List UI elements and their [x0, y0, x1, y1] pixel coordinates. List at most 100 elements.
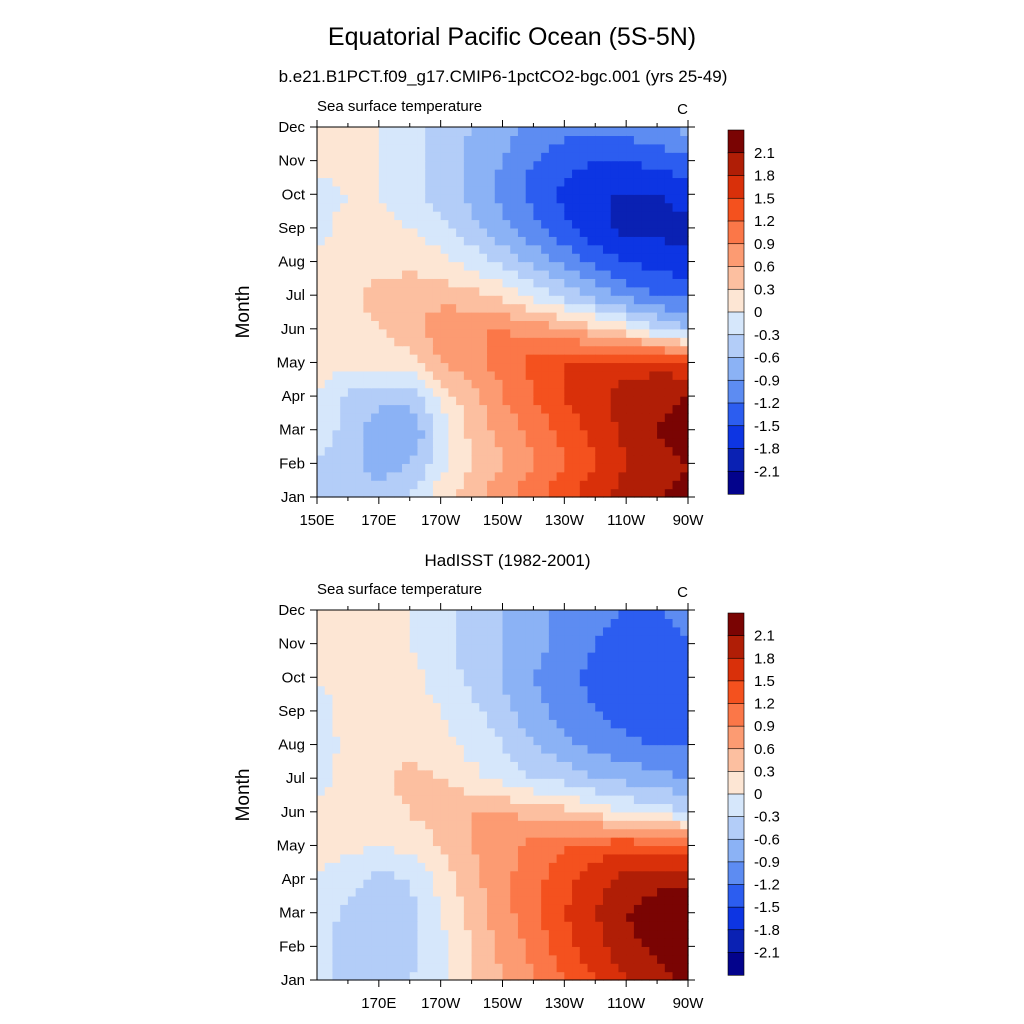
heatmap-cell	[402, 421, 411, 431]
heatmap-cell	[626, 954, 635, 964]
heatmap-cell	[502, 963, 511, 973]
heatmap-cell	[564, 710, 573, 720]
heatmap-cell	[517, 143, 527, 153]
heatmap-cell	[626, 761, 635, 771]
heatmap-cell	[579, 719, 589, 729]
heatmap-cell	[525, 710, 535, 720]
heatmap-cell	[664, 795, 674, 805]
heatmap-cell	[332, 211, 341, 221]
heatmap-cell	[610, 660, 620, 670]
heatmap-cell	[533, 286, 542, 296]
heatmap-cell	[510, 278, 519, 288]
heatmap-cell	[332, 853, 341, 863]
heatmap-cell	[579, 761, 589, 771]
heatmap-cell	[564, 921, 573, 931]
heatmap-cell	[402, 870, 411, 880]
heatmap-cell	[633, 895, 643, 905]
heatmap-cell	[378, 643, 388, 653]
heatmap-cell	[479, 337, 488, 347]
heatmap-cell	[602, 895, 612, 905]
heatmap-cell	[502, 635, 511, 645]
heatmap-cell	[448, 303, 457, 313]
heatmap-cell	[548, 202, 558, 212]
heatmap-cell	[633, 921, 643, 931]
heatmap-cell	[378, 169, 388, 179]
heatmap-cell	[347, 278, 357, 288]
heatmap-cell	[502, 219, 511, 229]
heatmap-cell	[463, 937, 473, 947]
heatmap-cell	[579, 328, 589, 338]
heatmap-cell	[649, 471, 658, 481]
heatmap-cell	[579, 694, 589, 704]
heatmap-cell	[564, 685, 573, 695]
heatmap-cell	[548, 811, 558, 821]
heatmap-cell	[649, 904, 658, 914]
heatmap-cell	[548, 828, 558, 838]
heatmap-cell	[517, 379, 527, 389]
heatmap-cell	[564, 261, 573, 271]
heatmap-cell	[626, 635, 635, 645]
heatmap-cell	[517, 795, 527, 805]
heatmap-cell	[386, 820, 395, 830]
heatmap-cell	[317, 328, 326, 338]
heatmap-cell	[324, 337, 334, 347]
heatmap-cell	[332, 795, 341, 805]
heatmap-cell	[502, 752, 511, 762]
heatmap-cell	[363, 879, 372, 889]
heatmap-cell	[425, 803, 434, 813]
heatmap-cell	[440, 269, 449, 279]
heatmap-cell	[657, 236, 666, 246]
heatmap-cell	[363, 668, 372, 678]
heatmap-cell	[618, 379, 627, 389]
heatmap-cell	[680, 946, 689, 956]
heatmap-cell	[409, 643, 419, 653]
heatmap-cell	[402, 837, 411, 847]
heatmap-cell	[587, 736, 596, 746]
heatmap-cell	[394, 963, 403, 973]
heatmap-cell	[564, 160, 573, 170]
heatmap-cell	[340, 211, 349, 221]
heatmap-cell	[626, 261, 635, 271]
heatmap-cell	[587, 387, 596, 397]
heatmap-cell	[332, 778, 341, 788]
heatmap-cell	[440, 626, 449, 636]
heatmap-cell	[610, 454, 620, 464]
heatmap-cell	[317, 278, 326, 288]
heatmap-cell	[417, 963, 426, 973]
heatmap-cell	[402, 963, 411, 973]
heatmap-cell	[378, 727, 388, 737]
heatmap-cell	[680, 736, 689, 746]
heatmap-cell	[432, 929, 442, 939]
heatmap-cell	[664, 421, 674, 431]
heatmap-cell	[641, 752, 650, 762]
heatmap-cell	[432, 811, 442, 821]
heatmap-cell	[417, 904, 426, 914]
heatmap-cell	[487, 236, 496, 246]
heatmap-cell	[502, 761, 511, 771]
heatmap-cell	[494, 685, 504, 695]
heatmap-cell	[672, 286, 681, 296]
heatmap-cell	[657, 320, 666, 330]
heatmap-cell	[378, 803, 388, 813]
heatmap-cell	[394, 795, 403, 805]
heatmap-cell	[610, 946, 620, 956]
heatmap-cell	[324, 643, 334, 653]
heatmap-cell	[587, 845, 596, 855]
heatmap-cell	[471, 702, 480, 712]
heatmap-cell	[602, 618, 612, 628]
heatmap-cell	[432, 446, 442, 456]
heatmap-cell	[378, 328, 388, 338]
heatmap-cell	[572, 303, 581, 313]
heatmap-cell	[633, 744, 643, 754]
heatmap-cell	[541, 752, 550, 762]
heatmap-cell	[564, 879, 573, 889]
heatmap-cell	[355, 320, 364, 330]
heatmap-cell	[347, 345, 357, 355]
heatmap-cell	[541, 618, 550, 628]
heatmap-cell	[579, 227, 589, 237]
heatmap-cell	[572, 677, 581, 687]
heatmap-cell	[487, 904, 496, 914]
heatmap-cell	[355, 710, 364, 720]
heatmap-cell	[363, 660, 372, 670]
heatmap-cell	[587, 895, 596, 905]
